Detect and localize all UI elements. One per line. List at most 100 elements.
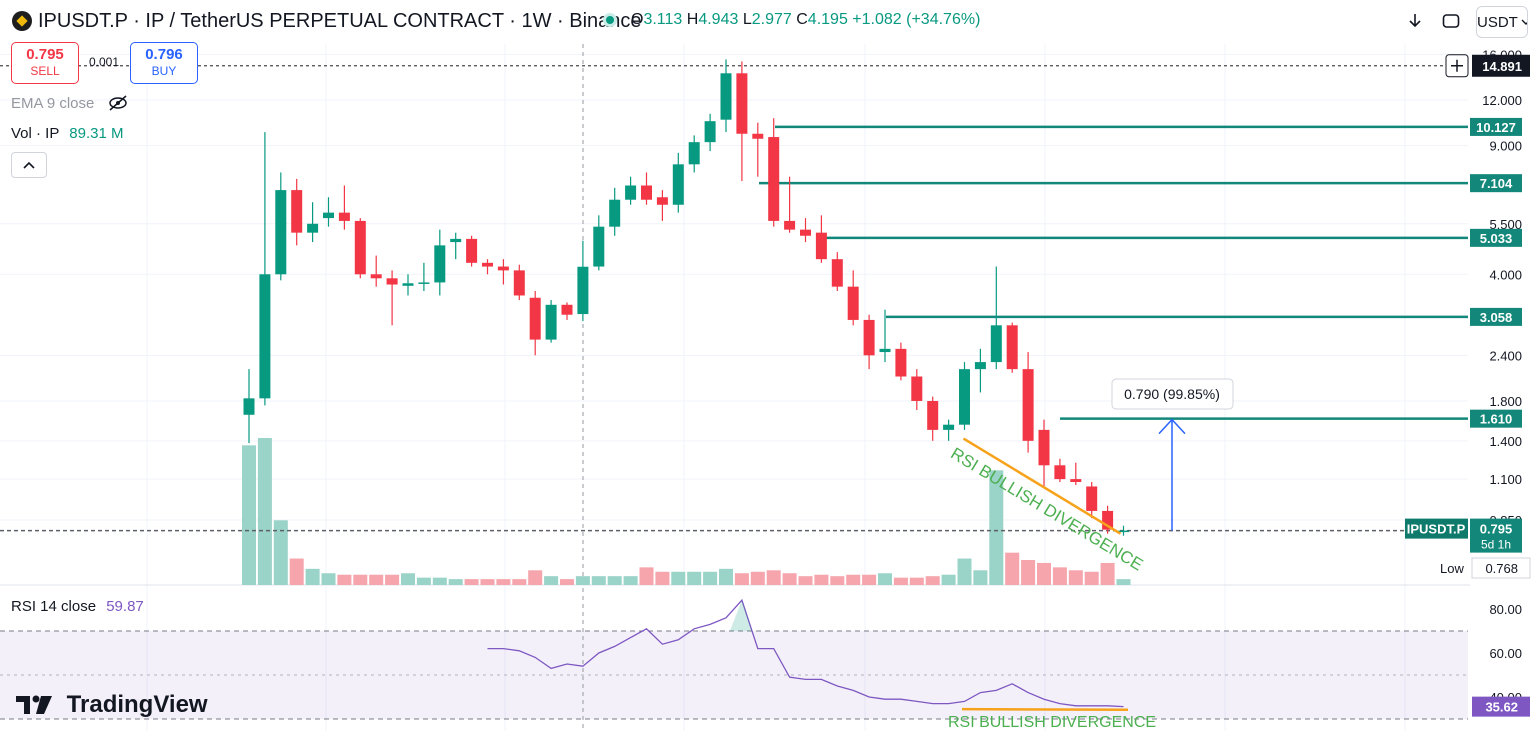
candle-body (370, 274, 382, 279)
volume-bar (416, 577, 431, 585)
symbol-header: IPUSDT.P · IP / TetherUS PERPETUAL CONTR… (0, 0, 1532, 44)
candle-body (1022, 369, 1034, 441)
volume-bar (353, 574, 368, 585)
market-open-indicator (603, 13, 617, 27)
rsi-axis-tick: 80.00 (1489, 602, 1522, 617)
candle-body (879, 348, 891, 353)
candle-body (1118, 530, 1129, 533)
volume-bar (432, 577, 447, 585)
candle-body (911, 376, 923, 401)
candle-body (291, 190, 303, 233)
candle-body (338, 212, 350, 221)
crosshair-price-tag: 14.891 (1482, 59, 1522, 74)
candle-body (863, 319, 875, 356)
candle-body (927, 400, 939, 430)
volume-bar (1116, 579, 1131, 585)
volume-bar (687, 571, 702, 585)
price-level-label-bg (1470, 409, 1522, 428)
volume-value: 89.31 M (69, 125, 124, 142)
candle-body (736, 73, 748, 134)
candle-body (784, 220, 796, 230)
fullscreen-icon (1442, 14, 1460, 28)
rsi-value: 59.87 (106, 598, 144, 615)
eye-crossed-icon[interactable] (107, 95, 129, 111)
candle-body (625, 185, 637, 200)
candle-body (354, 220, 366, 275)
volume-bar (528, 570, 543, 585)
close-value: 4.195 (807, 11, 848, 28)
rsi-label: RSI 14 close (11, 598, 97, 615)
low-value: 2.977 (751, 11, 792, 28)
candle-body (688, 142, 700, 165)
volume-bar (1021, 560, 1036, 585)
volume-bar (734, 573, 749, 585)
candle-body (307, 223, 319, 233)
volume-bar (273, 520, 288, 585)
volume-bar (639, 567, 654, 585)
price-level-label: 10.127 (1476, 120, 1516, 135)
candle-body (656, 197, 668, 205)
volume-bar (1037, 562, 1051, 585)
candle-body (847, 286, 859, 320)
volume-bar (512, 579, 527, 585)
crosshair-price-tag-bg (1472, 54, 1530, 77)
candle-body (672, 164, 684, 205)
price-axis-tick: 2.400 (1489, 348, 1522, 363)
volume-bar (607, 576, 622, 585)
sell-button[interactable]: 0.795 SELL (11, 42, 79, 84)
candle-body (1006, 325, 1018, 370)
candle-body (386, 278, 398, 285)
measure-label: 0.790 (99.85%) (1124, 386, 1220, 402)
candle-body (800, 229, 811, 236)
price-level-label: 5.033 (1480, 231, 1513, 246)
download-button[interactable] (1400, 6, 1430, 36)
candle-body (259, 274, 271, 399)
currency-select[interactable]: USDT (1476, 6, 1528, 38)
volume-bar (257, 438, 272, 585)
candle-body (466, 238, 478, 263)
volume-bar (703, 571, 718, 585)
bar-countdown: 5d 1h (1481, 538, 1511, 552)
volume-bar (814, 574, 829, 585)
candle-body (720, 73, 732, 120)
candle-body (1054, 465, 1066, 480)
volume-bar (957, 558, 972, 585)
symbol-tag-bg (1405, 518, 1468, 539)
price-axis-tick: 12.000 (1482, 93, 1522, 108)
volume-bar (623, 576, 638, 585)
symbol-title[interactable]: IPUSDT.P · IP / TetherUS PERPETUAL CONTR… (38, 10, 642, 32)
volume-bar (1005, 552, 1020, 585)
rsi-overbought-fill (729, 600, 752, 631)
candle-body (418, 282, 430, 284)
current-price-tag-bg (1470, 518, 1522, 553)
buy-button[interactable]: 0.796 BUY (130, 42, 198, 84)
volume-legend[interactable]: Vol · IP 89.31 M (11, 125, 123, 142)
candle-body (529, 297, 541, 340)
price-axis-bg (1470, 44, 1532, 731)
ema-legend[interactable]: EMA 9 close (11, 95, 129, 112)
price-axis-tick: 1.800 (1489, 394, 1522, 409)
volume-bar (591, 576, 606, 585)
volume-bar (337, 574, 352, 585)
tradingview-wordmark: TradingView (66, 690, 208, 718)
ema-label: EMA 9 close (11, 95, 95, 112)
collapse-legend-button[interactable] (11, 152, 47, 178)
price-axis-tick: 1.100 (1489, 472, 1522, 487)
open-value: 3.113 (643, 11, 683, 28)
low-label: L (742, 11, 752, 28)
candle-body (959, 369, 970, 425)
price-axis-tick: 1.400 (1489, 434, 1522, 449)
candle-body (974, 362, 986, 370)
candle-body (990, 325, 1002, 363)
fullscreen-button[interactable] (1436, 6, 1466, 36)
volume-bar (750, 571, 765, 585)
volume-bar (893, 577, 908, 585)
close-label: C (796, 11, 808, 28)
current-price-tag: 0.795 (1480, 522, 1513, 537)
volume-bar (782, 573, 797, 585)
rsi-line (487, 598, 1124, 708)
open-label: O (631, 11, 644, 28)
volume-bar (560, 579, 574, 585)
rsi-legend[interactable]: RSI 14 close 59.87 (11, 598, 144, 615)
